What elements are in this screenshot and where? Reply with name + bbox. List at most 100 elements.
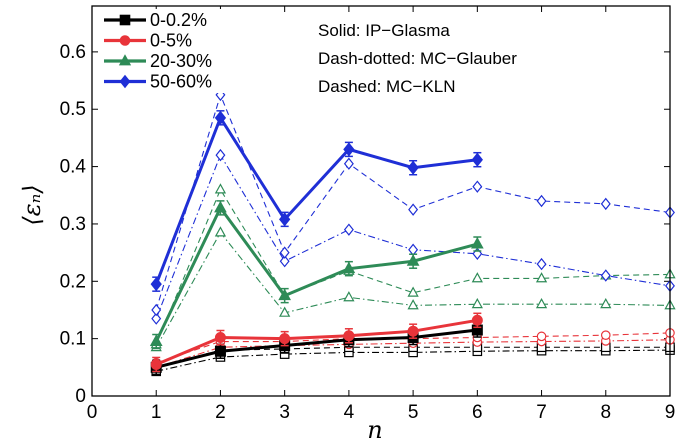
data-point (407, 299, 419, 310)
legend: 0-0.2%0-5%20-30%50-60% (100, 9, 250, 93)
data-point (214, 226, 227, 237)
data-point (279, 212, 291, 227)
data-point (343, 223, 354, 236)
series-50-60%-dash-dotted (151, 148, 675, 325)
data-point (151, 312, 162, 325)
x-tick-label: 5 (408, 402, 419, 423)
x-tick-label: 6 (472, 402, 483, 423)
plot-frame (91, 5, 671, 397)
data-point (342, 261, 356, 274)
annotation-dashed: Dashed: MC−KLN (318, 77, 455, 96)
series-20-30%-dash-dotted (150, 226, 676, 352)
y-tick-label: 0.5 (60, 99, 86, 120)
series-50-60%-dashed (151, 88, 675, 317)
x-tick-label: 1 (151, 402, 162, 423)
legend-label: 50-60% (150, 72, 212, 92)
data-point (471, 272, 483, 283)
data-point (535, 272, 548, 283)
annotation-solid: Solid: IP−Glasma (318, 21, 450, 40)
data-point (536, 194, 547, 208)
data-point (408, 243, 419, 256)
x-tick-label: 3 (279, 402, 290, 423)
series-line (156, 339, 671, 368)
data-point (471, 314, 483, 326)
y-tick-label: 0.1 (60, 329, 86, 350)
data-point (406, 254, 420, 266)
data-point (600, 197, 611, 211)
data-point (407, 325, 419, 337)
data-point (279, 246, 290, 259)
x-tick-label: 7 (536, 402, 547, 423)
data-point (407, 286, 419, 297)
data-point (119, 14, 131, 26)
data-point (536, 257, 547, 271)
data-point (214, 332, 226, 343)
x-tick-label: 8 (600, 402, 611, 423)
data-point (278, 288, 292, 301)
data-point (536, 331, 547, 342)
series-layer (149, 88, 676, 377)
data-point (472, 180, 483, 193)
legend-entry: 0-0.2% (104, 10, 207, 30)
data-point (150, 358, 162, 370)
data-point (215, 148, 226, 162)
series-50-60%-solid (150, 110, 483, 292)
data-point (600, 330, 611, 341)
data-point (118, 54, 132, 66)
legend-entry: 50-60% (104, 72, 212, 92)
series-line (156, 346, 670, 368)
x-tick-label: 9 (665, 402, 676, 423)
data-point (535, 297, 548, 309)
legend-entry: 0-5% (104, 31, 192, 51)
legend-entry: 20-30% (104, 51, 212, 71)
x-axis-label: n (367, 416, 382, 444)
annotation-dash-dotted: Dash-dotted: MC−Glauber (318, 49, 517, 68)
data-point (214, 183, 227, 194)
series-line (155, 188, 671, 345)
data-point (279, 306, 291, 317)
series-line (156, 349, 671, 372)
y-tick-label: 0 (75, 386, 86, 407)
data-point (343, 157, 354, 170)
legend-label: 0-5% (150, 31, 192, 51)
data-point (214, 200, 227, 213)
series-line (155, 328, 478, 369)
data-point (470, 236, 484, 249)
series-0-0.2%-solid (150, 322, 483, 376)
y-tick-label: 0.2 (60, 271, 86, 292)
series-0-5%-solid (150, 312, 483, 373)
x-tick-label: 0 (87, 402, 98, 423)
data-point (214, 110, 227, 125)
data-point (150, 277, 162, 292)
y-axis-label: ⟨εₙ⟩ (18, 184, 46, 225)
data-point (471, 297, 483, 309)
data-point (151, 303, 162, 317)
data-point (149, 334, 163, 347)
data-point (343, 291, 355, 302)
y-tick-label: 0.4 (60, 157, 87, 178)
y-tick-label: 0.6 (60, 42, 86, 63)
data-point (279, 255, 290, 268)
x-tick-label: 4 (344, 402, 355, 423)
data-point (343, 142, 355, 157)
series-line (154, 114, 478, 285)
data-point (279, 333, 291, 345)
series-line (154, 204, 478, 343)
x-tick-label: 2 (215, 402, 226, 423)
data-point (119, 74, 131, 89)
y-tick-label: 0.3 (60, 214, 86, 235)
data-point (600, 297, 612, 309)
series-20-30%-solid (149, 200, 484, 350)
series-line (155, 318, 478, 366)
data-point (408, 203, 419, 216)
data-point (214, 345, 226, 357)
legend-label: 0-0.2% (150, 10, 207, 30)
data-point (471, 152, 483, 167)
legend-label: 20-30% (150, 51, 212, 71)
data-point (343, 330, 355, 342)
data-point (119, 35, 131, 46)
data-point (600, 269, 611, 282)
data-point (407, 160, 419, 175)
series-line (155, 93, 671, 311)
